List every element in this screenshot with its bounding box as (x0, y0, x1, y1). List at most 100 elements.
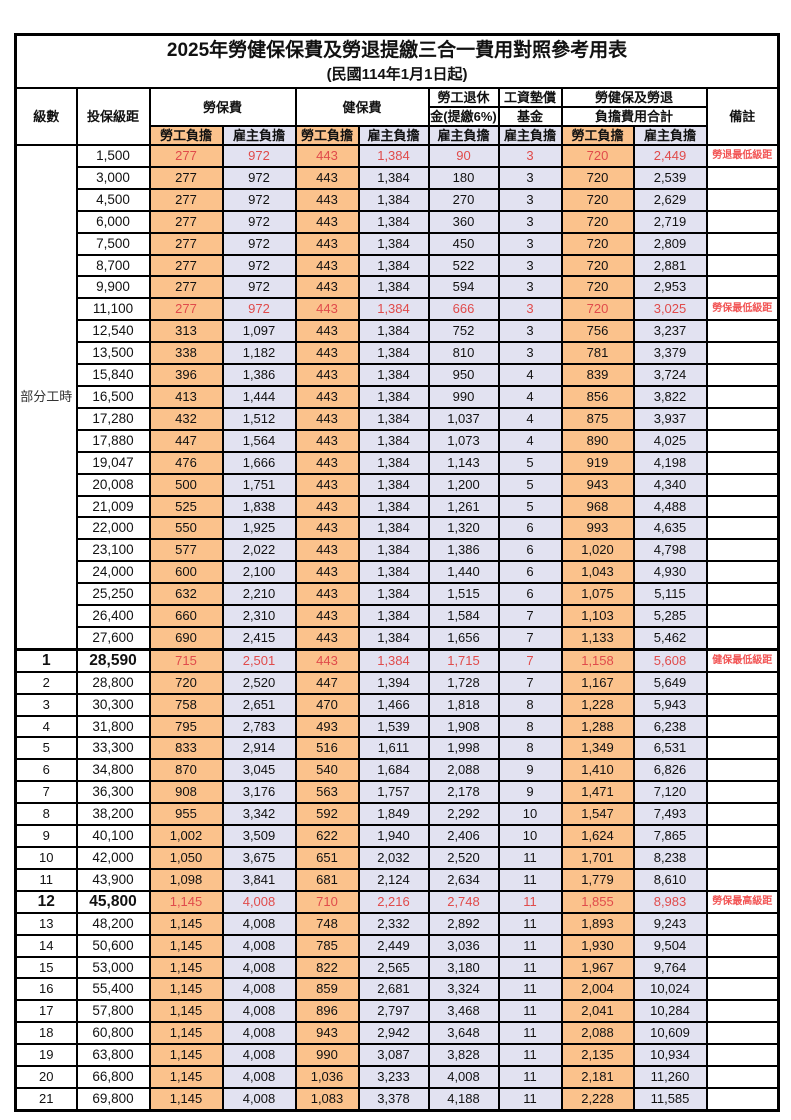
note-cell (705, 582, 780, 607)
note-cell (705, 977, 780, 1002)
level-cell: 5 (14, 736, 78, 761)
bracket-cell: 25,250 (75, 582, 151, 607)
bracket-cell: 31,800 (75, 714, 151, 739)
value-cell: 4,008 (221, 1043, 297, 1068)
note-cell (705, 911, 780, 936)
value-cell: 720 (560, 209, 635, 234)
value-cell: 7,865 (632, 824, 708, 848)
table-row: 部分工時 1,500 277 972 443 1,384 90 3 720 2,449 勞退最低級距 (14, 143, 780, 651)
value-cell: 1,384 (357, 319, 430, 344)
note-cell (705, 516, 780, 541)
value-cell: 443 (294, 472, 360, 497)
value-cell: 2,681 (357, 977, 430, 1002)
value-cell: 277 (148, 165, 224, 190)
value-cell: 943 (560, 472, 635, 497)
level-cell: 4 (14, 714, 78, 739)
table-row: 21 69,800 1,145 4,008 1,083 3,378 4,188 11 2,228… (14, 1086, 780, 1112)
note-cell: 健保最低級距 (705, 647, 780, 673)
value-cell: 443 (294, 516, 360, 541)
value-cell: 493 (294, 714, 360, 739)
table-row: 16,500 413 1,444 443 1,384 990 4 856 3,822 (16, 384, 780, 409)
value-cell: 3,176 (221, 780, 297, 805)
value-cell: 1,384 (357, 494, 430, 519)
bracket-cell: 50,600 (75, 933, 151, 958)
value-cell: 277 (148, 231, 224, 256)
value-cell: 1,384 (357, 297, 430, 322)
value-cell: 4,008 (221, 955, 297, 980)
value-cell: 1,384 (357, 363, 430, 387)
value-cell: 2,629 (632, 187, 708, 212)
value-cell: 2,310 (221, 604, 297, 628)
table-row: 3,000 277 972 443 1,384 180 3 720 2,539 (16, 165, 780, 190)
value-cell: 4,008 (221, 889, 297, 914)
header-total-line1: 勞健保及勞退 (560, 87, 708, 108)
bracket-cell: 27,600 (75, 625, 151, 651)
value-cell: 3,324 (427, 977, 500, 1002)
value-cell: 1,855 (560, 889, 635, 914)
value-cell: 1,384 (357, 582, 430, 607)
value-cell: 1,410 (560, 758, 635, 783)
value-cell: 1,998 (427, 736, 500, 761)
value-cell: 2,406 (427, 824, 500, 848)
note-cell (705, 846, 780, 870)
level-cell: 10 (14, 846, 78, 870)
value-cell: 9 (497, 780, 563, 805)
value-cell: 11,260 (632, 1065, 708, 1089)
value-cell: 1,098 (148, 867, 224, 892)
bracket-cell: 36,300 (75, 780, 151, 805)
bracket-cell: 17,880 (75, 428, 151, 453)
value-cell: 1,145 (148, 977, 224, 1002)
value-cell: 955 (148, 802, 224, 827)
value-cell: 2,783 (221, 714, 297, 739)
value-cell: 1,349 (560, 736, 635, 761)
value-cell: 859 (294, 977, 360, 1002)
note-cell (705, 253, 780, 278)
note-cell (705, 1043, 780, 1068)
note-cell: 勞退最低級距 (705, 144, 780, 168)
bracket-cell: 26,400 (75, 604, 151, 628)
note-cell: 勞保最低級距 (705, 297, 780, 322)
note-cell (705, 604, 780, 628)
value-cell: 1,145 (148, 999, 224, 1024)
value-cell: 1,386 (427, 538, 500, 563)
value-cell: 3 (497, 165, 563, 190)
value-cell: 1,037 (427, 406, 500, 431)
bracket-cell: 16,500 (75, 384, 151, 409)
value-cell: 516 (294, 736, 360, 761)
value-cell: 1,384 (357, 144, 430, 168)
value-cell: 2,032 (357, 846, 430, 870)
value-cell: 3,468 (427, 999, 500, 1024)
note-cell (705, 384, 780, 409)
value-cell: 1,158 (560, 647, 635, 673)
value-cell: 1,512 (221, 406, 297, 431)
table-row: 8 38,200 955 3,342 592 1,849 2,292 10 1,547 7,493 (14, 802, 780, 827)
value-cell: 432 (148, 406, 224, 431)
value-cell: 2,135 (560, 1043, 635, 1068)
value-cell: 720 (560, 144, 635, 168)
value-cell: 4,008 (221, 1021, 297, 1046)
level-cell: 17 (14, 999, 78, 1024)
value-cell: 3 (497, 253, 563, 278)
value-cell: 2,953 (632, 275, 708, 300)
value-cell: 822 (294, 955, 360, 980)
bracket-cell: 38,200 (75, 802, 151, 827)
value-cell: 4,198 (632, 450, 708, 475)
value-cell: 875 (560, 406, 635, 431)
value-cell: 1,075 (560, 582, 635, 607)
value-cell: 1,701 (560, 846, 635, 870)
value-cell: 2,449 (357, 933, 430, 958)
value-cell: 1,384 (357, 538, 430, 563)
value-cell: 1,083 (294, 1086, 360, 1112)
table-row: 9,900 277 972 443 1,384 594 3 720 2,953 (16, 275, 780, 300)
value-cell: 758 (148, 692, 224, 717)
value-cell: 443 (294, 297, 360, 322)
bracket-cell: 34,800 (75, 758, 151, 783)
note-cell (705, 341, 780, 366)
value-cell: 4,635 (632, 516, 708, 541)
table-row: 17,880 447 1,564 443 1,384 1,073 4 890 4,025 (16, 428, 780, 453)
note-cell (705, 450, 780, 475)
value-cell: 4,488 (632, 494, 708, 519)
note-cell (705, 758, 780, 783)
value-cell: 3,036 (427, 933, 500, 958)
